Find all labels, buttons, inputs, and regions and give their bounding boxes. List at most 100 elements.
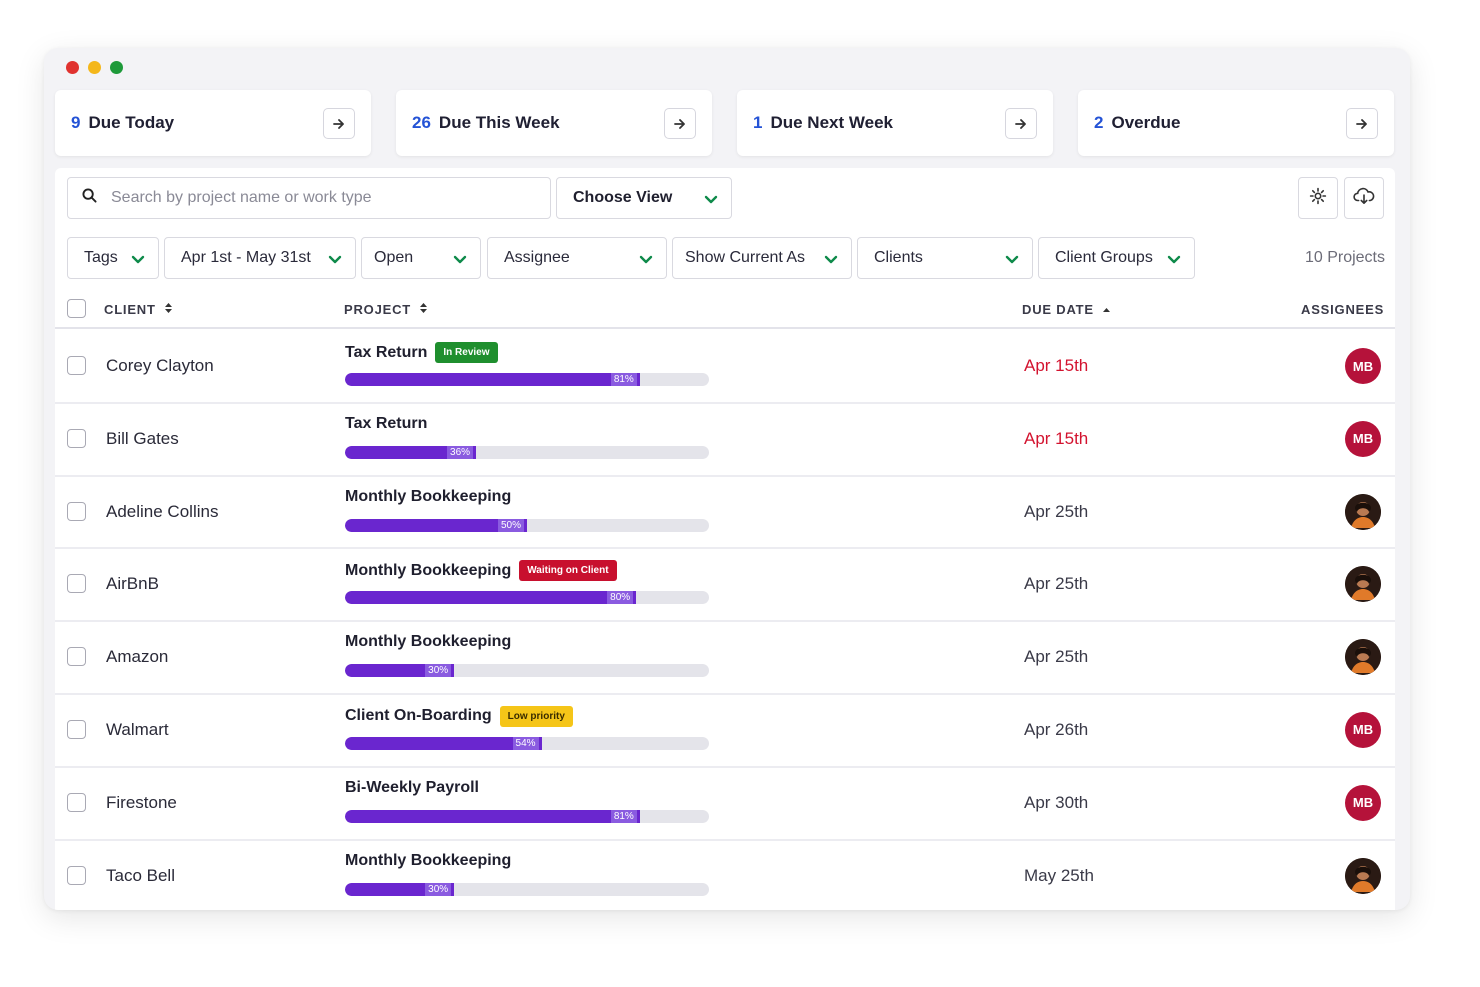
table-row[interactable]: Bill Gates Tax Return 36% Apr 15th MB (55, 404, 1395, 477)
arrow-right-icon[interactable] (1005, 108, 1037, 139)
project-name[interactable]: Tax Return (345, 343, 428, 361)
progress-label: 30% (425, 882, 452, 896)
table-row[interactable]: Taco Bell Monthly Bookkeeping 30% May 25… (55, 841, 1395, 910)
avatar-photo[interactable] (1345, 857, 1381, 894)
project-name[interactable]: Monthly Bookkeeping (345, 487, 512, 505)
maximize-dot[interactable] (110, 61, 123, 74)
project-cell[interactable]: Tax Return (345, 415, 427, 433)
project-name[interactable]: Client On-Boarding (345, 707, 492, 725)
search-icon (82, 188, 97, 208)
client-name[interactable]: AirBnB (106, 574, 159, 594)
select-all-checkbox[interactable] (67, 299, 86, 318)
card-label: Due This Week (438, 113, 560, 132)
project-cell[interactable]: Monthly Bookkeeping (345, 488, 511, 506)
project-cell[interactable]: Bi-Weekly Payroll (345, 779, 479, 797)
filter-date-range[interactable]: Apr 1st - May 31st (164, 237, 356, 279)
project-name[interactable]: Monthly Bookkeeping (345, 851, 512, 869)
select-all[interactable] (67, 299, 86, 318)
card-due-next-week[interactable]: 1 Due Next Week (737, 90, 1053, 156)
card-due-today[interactable]: 9 Due Today (55, 90, 371, 156)
client-name[interactable]: Firestone (106, 792, 177, 812)
avatar-photo[interactable] (1345, 493, 1381, 530)
filter-tags[interactable]: Tags (67, 237, 159, 279)
client-name[interactable]: Corey Clayton (106, 356, 214, 375)
card-overdue[interactable]: 2 Overdue (1078, 90, 1394, 156)
project-cell[interactable]: Tax Return In Review (345, 342, 498, 363)
progress-label: 36% (447, 445, 474, 459)
card-count: 9 (71, 113, 81, 132)
progress-bar: 81% (345, 373, 709, 386)
client-name[interactable]: Taco Bell (106, 865, 175, 885)
project-name[interactable]: Tax Return (345, 414, 428, 432)
table-row[interactable]: Corey Clayton Tax Return In Review 81% Ap… (55, 331, 1395, 404)
avatar[interactable]: MB (1345, 711, 1381, 748)
table-body: Corey Clayton Tax Return In Review 81% Ap… (55, 331, 1395, 910)
row-checkbox[interactable] (67, 428, 86, 448)
progress-label: 80% (607, 591, 634, 605)
table-row[interactable]: Firestone Bi-Weekly Payroll 81% Apr 30th… (55, 768, 1395, 841)
client-name[interactable]: Walmart (106, 719, 169, 739)
project-cell[interactable]: Monthly Bookkeeping (345, 852, 511, 870)
row-checkbox[interactable] (67, 792, 86, 812)
avatar[interactable]: MB (1345, 420, 1381, 457)
avatar-photo[interactable] (1345, 639, 1381, 676)
filter-clients[interactable]: Clients (857, 237, 1033, 279)
column-project[interactable]: PROJECT (344, 302, 428, 317)
settings-button[interactable] (1298, 177, 1338, 219)
project-name[interactable]: Monthly Bookkeeping (345, 561, 512, 579)
chevron-down-icon (703, 191, 719, 212)
progress-label: 81% (610, 809, 637, 823)
arrow-right-icon[interactable] (323, 108, 355, 139)
card-due-this-week[interactable]: 26 Due This Week (396, 90, 712, 156)
export-button[interactable] (1344, 177, 1384, 219)
row-checkbox[interactable] (67, 719, 86, 739)
client-name[interactable]: Adeline Collins (106, 501, 219, 521)
filter-client-groups[interactable]: Client Groups (1038, 237, 1195, 279)
row-checkbox[interactable] (67, 356, 86, 375)
close-dot[interactable] (66, 61, 79, 74)
filter-assignee[interactable]: Assignee (487, 237, 667, 279)
filter-status[interactable]: Open (361, 237, 481, 279)
arrow-right-icon[interactable] (1346, 108, 1378, 139)
search-input[interactable]: Search by project name or work type (67, 177, 551, 219)
filter-label: Clients (874, 249, 923, 266)
filter-label: Tags (84, 249, 118, 266)
client-name[interactable]: Bill Gates (106, 428, 179, 448)
due-date: Apr 15th (1024, 428, 1089, 448)
row-checkbox[interactable] (67, 574, 86, 594)
column-client[interactable]: CLIENT (104, 302, 173, 317)
window-controls (66, 61, 123, 74)
progress-fill: 30% (345, 882, 455, 896)
chevron-down-icon (638, 251, 654, 272)
row-checkbox[interactable] (67, 865, 86, 885)
column-due-date[interactable]: DUE DATE (1022, 302, 1111, 317)
avatar-photo[interactable] (1345, 566, 1381, 603)
filter-label: Open (374, 249, 414, 266)
chevron-down-icon (1004, 251, 1020, 272)
card-label: Overdue (1111, 113, 1181, 132)
chevron-down-icon (452, 251, 468, 272)
project-cell[interactable]: Monthly Bookkeeping (345, 633, 511, 651)
choose-view-dropdown[interactable]: Choose View (556, 177, 732, 219)
avatar[interactable]: MB (1345, 784, 1381, 821)
minimize-dot[interactable] (88, 61, 101, 74)
client-name[interactable]: Amazon (106, 647, 169, 667)
row-checkbox[interactable] (67, 647, 86, 667)
column-label: CLIENT (104, 302, 156, 317)
project-cell[interactable]: Monthly Bookkeeping Waiting on Client (345, 560, 617, 582)
row-checkbox[interactable] (67, 501, 86, 521)
filter-label: Show Current As (685, 249, 806, 266)
table-row[interactable]: Walmart Client On-Boarding Low priority 5… (55, 695, 1395, 768)
project-name[interactable]: Bi-Weekly Payroll (345, 778, 479, 796)
arrow-right-icon[interactable] (664, 108, 696, 139)
table-row[interactable]: Adeline Collins Monthly Bookkeeping 50% … (55, 477, 1395, 550)
filter-show-current-as[interactable]: Show Current As (672, 237, 852, 279)
table-row[interactable]: AirBnB Monthly Bookkeeping Waiting on Cli… (55, 549, 1395, 623)
table-row[interactable]: Amazon Monthly Bookkeeping 30% Apr 25th (55, 622, 1395, 695)
project-cell[interactable]: Client On-Boarding Low priority (345, 705, 573, 727)
due-date: Apr 15th (1024, 356, 1089, 375)
project-name[interactable]: Monthly Bookkeeping (345, 633, 512, 651)
filter-label: Client Groups (1055, 249, 1153, 266)
progress-fill: 50% (345, 518, 527, 532)
avatar[interactable]: MB (1345, 348, 1381, 384)
